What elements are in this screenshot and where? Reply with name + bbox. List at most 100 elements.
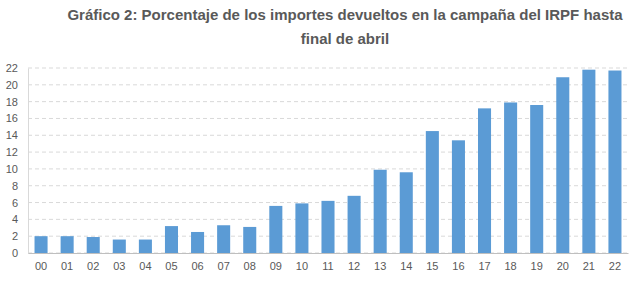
y-tick: 20 — [6, 79, 28, 91]
grid-line — [28, 68, 628, 69]
bar — [243, 227, 256, 253]
y-tick-label: 20 — [6, 79, 18, 91]
y-tick-label: 8 — [12, 180, 18, 192]
y-tick-label: 12 — [6, 146, 18, 158]
bar — [426, 131, 439, 253]
bar — [217, 225, 230, 253]
x-tick: 05 — [165, 253, 177, 272]
x-tick: 01 — [61, 253, 73, 272]
x-tick-label: 01 — [61, 260, 73, 272]
x-tick: 17 — [478, 253, 490, 272]
x-tick-label: 00 — [35, 260, 47, 272]
x-tick: 14 — [400, 253, 412, 272]
x-axis: 00 01 02 03 04 05 06 07 08 09 10 11 12 13 14 15 16 17 18 19… — [29, 253, 629, 272]
y-tick-label: 6 — [12, 197, 18, 209]
y-tick-label: 16 — [6, 112, 18, 124]
x-tick: 08 — [244, 253, 256, 272]
x-tick: 21 — [583, 253, 595, 272]
y-tick-label: 2 — [12, 230, 18, 242]
x-tick: 10 — [296, 253, 308, 272]
bar — [504, 102, 517, 253]
x-tick-label: 05 — [165, 260, 177, 272]
x-tick-label: 14 — [400, 260, 412, 272]
x-tick-label: 21 — [583, 260, 595, 272]
y-tick: 14 — [6, 129, 28, 141]
x-tick-label: 02 — [87, 260, 99, 272]
bar — [608, 71, 621, 253]
y-tick: 2 — [12, 230, 28, 242]
bar — [400, 172, 413, 253]
grid-line — [28, 84, 628, 85]
y-tick-label: 4 — [12, 213, 18, 225]
y-axis-line — [28, 69, 29, 254]
y-tick: 6 — [12, 197, 28, 209]
x-axis-line — [29, 253, 629, 254]
x-tick-label: 04 — [139, 260, 151, 272]
bar — [269, 206, 282, 253]
bar — [35, 236, 48, 253]
y-tick-label: 22 — [6, 62, 18, 74]
bar — [61, 236, 74, 253]
bar — [113, 240, 126, 253]
x-tick: 06 — [191, 253, 203, 272]
y-tick: 12 — [6, 146, 28, 158]
y-tick-label: 14 — [6, 129, 18, 141]
bar — [191, 232, 204, 253]
x-tick-label: 06 — [191, 260, 203, 272]
x-tick: 03 — [113, 253, 125, 272]
bar — [530, 105, 543, 253]
y-axis: 0246810121416182022 — [6, 62, 29, 259]
grid — [28, 68, 628, 253]
x-tick: 18 — [504, 253, 516, 272]
x-tick: 09 — [270, 253, 282, 272]
bar — [139, 240, 152, 253]
x-tick: 11 — [322, 253, 333, 272]
x-tick-label: 16 — [452, 260, 464, 272]
bar — [556, 77, 569, 253]
bar — [348, 196, 361, 253]
bar — [321, 201, 334, 253]
x-tick-label: 09 — [270, 260, 282, 272]
x-tick-label: 18 — [504, 260, 516, 272]
bar — [165, 226, 178, 253]
y-tick: 10 — [6, 163, 28, 175]
y-tick: 8 — [12, 180, 28, 192]
title: Gráfico 2: Porcentaje de los importes de… — [67, 6, 623, 47]
x-tick: 22 — [609, 253, 621, 272]
x-tick-label: 13 — [374, 260, 386, 272]
bar — [295, 203, 308, 253]
chart: Gráfico 2: Porcentaje de los importes de… — [0, 0, 638, 289]
x-tick: 19 — [531, 253, 543, 272]
x-tick: 15 — [426, 253, 438, 272]
x-tick: 16 — [452, 253, 464, 272]
bar — [374, 170, 387, 253]
x-tick-label: 19 — [531, 260, 543, 272]
x-tick-label: 08 — [244, 260, 256, 272]
x-tick: 12 — [348, 253, 360, 272]
bar — [478, 108, 491, 253]
y-tick-label: 10 — [6, 163, 18, 175]
x-tick: 07 — [218, 253, 230, 272]
bar — [87, 237, 100, 253]
y-tick-label: 18 — [6, 96, 18, 108]
bar — [452, 140, 465, 253]
y-tick: 22 — [6, 62, 28, 74]
x-tick-label: 03 — [113, 260, 125, 272]
title-line: final de abril — [301, 30, 389, 47]
bar — [582, 70, 595, 253]
x-tick-label: 11 — [322, 260, 333, 272]
x-tick-label: 07 — [218, 260, 230, 272]
y-tick: 18 — [6, 96, 28, 108]
x-tick: 13 — [374, 253, 386, 272]
y-tick: 16 — [6, 112, 28, 124]
x-tick: 20 — [557, 253, 569, 272]
x-tick: 04 — [139, 253, 151, 272]
title-line: Gráfico 2: Porcentaje de los importes de… — [67, 6, 623, 23]
x-tick-label: 12 — [348, 260, 360, 272]
x-tick-label: 20 — [557, 260, 569, 272]
grid-line — [28, 101, 628, 102]
x-tick-label: 15 — [426, 260, 438, 272]
y-tick: 4 — [12, 213, 28, 225]
x-tick: 00 — [35, 253, 47, 272]
bars — [35, 70, 622, 253]
